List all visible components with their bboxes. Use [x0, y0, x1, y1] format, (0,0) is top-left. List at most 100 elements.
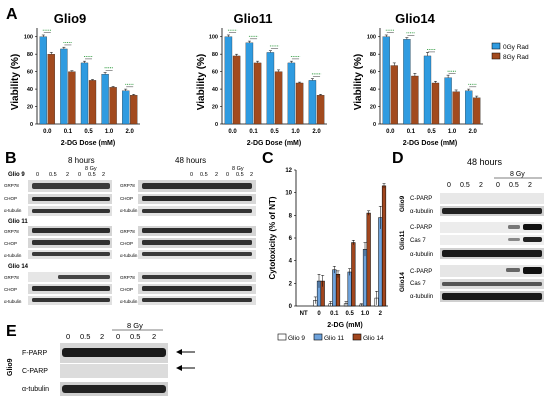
bar-8gy — [452, 91, 460, 125]
lane-label: 0.5 — [130, 332, 140, 341]
b-line-glio9: Glio 9 — [8, 172, 25, 178]
panel-a-chart-2: 0 20 40 60 80 100 0.0 0.1 0.5 1.0 2.0 — [367, 29, 481, 135]
y-axis-label: Viability (%) — [10, 54, 21, 111]
bar-glio11 — [362, 249, 368, 307]
legend-swatch-glio11 — [313, 333, 323, 341]
legend-label-glio11: Glio 11 — [324, 335, 344, 342]
y-tick-label: 40 — [27, 87, 33, 93]
protein-label-tubulin: α-tubulin — [120, 253, 138, 258]
protein-label-chop: CHOP — [4, 287, 17, 292]
y-tick-label: 10 — [285, 191, 292, 197]
y-tick-label: 12 — [285, 168, 292, 174]
bar-8gy — [130, 95, 138, 125]
y-tick-label: 0 — [289, 304, 293, 310]
panel-d-letter: D — [392, 150, 404, 167]
d-blot: 48 hours 8 Gy 0 0.5 2 0 0.5 2 Glio9 C-PA… — [399, 157, 544, 302]
lane-label: 0.5 — [236, 172, 244, 178]
bar-0gy — [287, 62, 296, 125]
lane-label: 2 — [479, 182, 483, 189]
protein-label-tubulin: α-tubulin — [410, 209, 433, 215]
b-blot-48h: 0 0.5 2 8 Gy 0 0.5 2 GRP78 CHOP α-tubuli… — [120, 166, 256, 305]
protein-label-c-parp: C-PARP — [410, 269, 432, 275]
chart-title: Glio14 — [395, 11, 436, 26]
bar-glio14 — [381, 185, 387, 307]
protein-label-grp78: GRP78 — [120, 275, 135, 280]
bar-0gy — [444, 77, 452, 125]
protein-label-grp78: GRP78 — [4, 183, 19, 188]
y-tick-label: 80 — [212, 52, 218, 58]
e-blot: 8 Gy 0 0.5 2 0 0.5 2 Glio9 F-PARP C-PARP… — [7, 321, 195, 396]
x-tick-label: 2 — [379, 311, 383, 317]
bar-8gy — [473, 97, 481, 125]
protein-label-c-parp: C-PARP — [22, 368, 48, 375]
y-tick-label: 20 — [212, 105, 218, 111]
x-tick-label: 0.0 — [386, 129, 395, 135]
lane-label: 0.5 — [49, 172, 57, 178]
y-tick-label: 0 — [373, 122, 376, 128]
lane-label: 2 — [528, 182, 532, 189]
bar-8gy — [274, 71, 283, 125]
y-tick-label: 0 — [30, 122, 33, 128]
y-tick-label: 4 — [289, 259, 293, 265]
y-tick-label: 80 — [27, 52, 33, 58]
panel-c-letter: C — [262, 150, 274, 167]
bar-8gy — [109, 87, 117, 125]
protein-label-grp78: GRP78 — [4, 275, 19, 280]
y-tick-label: 20 — [370, 105, 376, 111]
d-time-label: 48 hours — [467, 157, 503, 167]
lane-label: 0 — [496, 182, 500, 189]
y-tick-label: 100 — [367, 35, 376, 41]
protein-label-grp78: GRP78 — [4, 229, 19, 234]
bar-glio11 — [347, 271, 352, 307]
x-tick-label: 2.0 — [469, 129, 478, 135]
protein-label-tubulin: α-tubulin — [120, 299, 138, 304]
y-tick-label: 60 — [27, 70, 33, 76]
y-tick-label: 80 — [370, 52, 376, 58]
lane-label: 2 — [152, 332, 156, 341]
bar-8gy — [88, 80, 97, 125]
lane-label: 2 — [66, 172, 69, 178]
b-line-glio14: Glio 14 — [8, 264, 29, 270]
e-gy-label: 8 Gy — [127, 321, 143, 330]
chart-title: Glio11 — [233, 11, 272, 26]
bar-glio11 — [332, 269, 337, 307]
x-tick-label: 0.5 — [270, 129, 279, 135]
d-line-glio11: Glio11 — [399, 230, 406, 250]
bar-0gy — [39, 36, 47, 125]
bar-0gy — [245, 42, 254, 125]
lane-label: 2 — [215, 172, 218, 178]
panel-c-marks: 0 2 4 6 8 10 12 NT 0 0.1 0.5 1.0 2 — [285, 168, 387, 317]
x-tick-label: 0.1 — [330, 311, 339, 317]
protein-label-tubulin: α-tubulin — [4, 208, 22, 213]
bar-8gy — [411, 75, 419, 125]
legend-label-0gy: 0Gy Rad — [503, 44, 529, 51]
legend-swatch-0gy — [491, 42, 501, 50]
legend-label-glio14: Glio 14 — [363, 335, 384, 342]
panel-a-chart-0: 0 20 40 60 80 100 0.0 0.1 0.5 1.0 2.0 — [24, 29, 138, 135]
bar-0gy — [80, 62, 89, 125]
x-tick-label: 0.5 — [84, 129, 93, 135]
legend-a: 0Gy Rad 8Gy Rad — [491, 42, 529, 61]
y-axis-label: Cytotoxicity (% of NT) — [268, 196, 277, 279]
protein-label-cas7: Cas 7 — [410, 281, 426, 287]
x-tick-label: 0.0 — [43, 129, 52, 135]
bar-0gy — [423, 55, 432, 125]
lane-label: 2 — [250, 172, 253, 178]
x-tick-label: 1.0 — [361, 311, 370, 317]
arrow-f-parp — [176, 349, 195, 355]
y-tick-label: 40 — [370, 87, 376, 93]
legend-label-8gy: 8Gy Rad — [503, 54, 529, 61]
protein-label-cas7: Cas 7 — [410, 238, 426, 244]
y-tick-label: 6 — [289, 236, 293, 242]
x-axis-label: 2-DG Dose (mM) — [247, 140, 301, 147]
d-line-glio14: Glio14 — [399, 272, 406, 292]
y-tick-label: 20 — [27, 105, 33, 111]
bar-8gy — [431, 82, 440, 125]
protein-label-f-parp: F-PARP — [22, 350, 47, 357]
lane-label: 0.5 — [88, 172, 96, 178]
lane-label: 0 — [36, 172, 39, 178]
bar-8gy — [68, 71, 76, 125]
lane-label: 0.5 — [509, 182, 519, 189]
bar-8gy — [47, 54, 55, 125]
